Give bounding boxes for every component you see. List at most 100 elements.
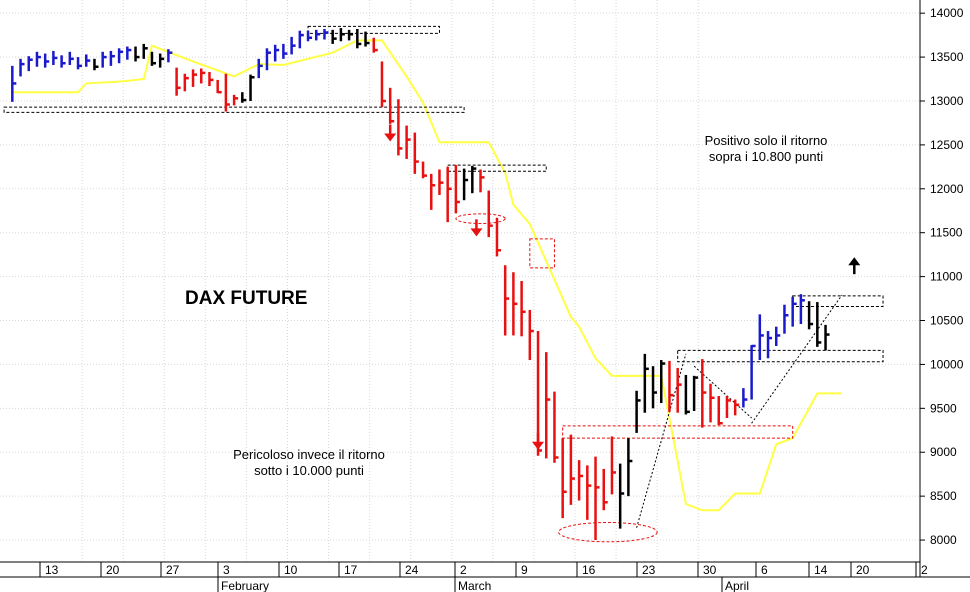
price-bar [191,69,198,87]
price-bar [405,125,411,159]
arrow-head [384,133,397,142]
x-tick-label: 13 [45,563,59,577]
price-bar [306,30,313,42]
price-bar [643,353,649,413]
price-bar [19,58,25,77]
y-tick-label: 9000 [930,445,957,459]
month-label: March [458,579,491,592]
price-bar [618,463,625,529]
price-bar [594,456,600,541]
y-tick-label: 13000 [930,94,964,108]
arrow-head [470,228,483,237]
arrow-up-icon [848,257,861,275]
price-bar [347,29,354,41]
price-bar [717,396,723,426]
x-tick-label: 24 [405,563,419,577]
arrow-head [532,441,545,450]
zone-box [3,106,465,113]
price-bar [660,360,666,404]
price-bar [11,65,17,102]
x-tick-label: 3 [223,563,230,577]
price-bar [421,161,428,179]
x-tick-label: 10 [284,563,298,577]
chart-grid [0,0,920,562]
price-bar [430,173,436,210]
price-bar [586,465,592,520]
price-bar [487,190,493,238]
arrow-down-icon [384,124,397,142]
price-bar [150,51,156,66]
price-bar [701,359,707,428]
price-bar [561,438,567,519]
x-tick-label: 30 [703,563,717,577]
price-bar [249,74,255,101]
y-tick-label: 8500 [930,489,957,503]
price-bar [758,314,764,361]
price-bar [388,87,395,124]
price-bar [200,68,206,84]
price-bar [635,390,641,433]
price-bar [43,53,50,68]
x-tick-label: 14 [814,563,828,577]
price-bar [339,28,345,42]
zone-ellipse [558,521,658,543]
y-tick-label: 12500 [930,138,964,152]
price-bar [241,92,247,103]
price-bar [446,166,452,223]
price-bar [76,57,83,70]
price-bar [610,436,616,495]
price-bar [167,49,173,63]
price-bar [709,383,715,423]
y-tick-label: 11000 [930,270,963,284]
x-tick-label: 2 [921,563,928,577]
price-bar [315,29,321,41]
price-bar [93,58,99,71]
price-bar [750,344,756,400]
month-label: April [725,579,749,592]
price-bar [282,43,288,59]
price-bar [224,73,230,112]
price-bar [799,294,805,325]
price-bar [175,67,181,96]
price-bar [356,28,362,49]
price-bar [117,48,124,64]
price-bar [775,326,781,346]
x-tick-label: 20 [856,563,870,577]
price-bar [183,73,189,92]
price-bar [85,54,91,67]
price-bar [158,53,165,68]
arrow-down-icon [470,219,483,237]
price-bar [742,388,748,408]
zone-box [562,425,794,439]
upper-annotation-line-1: Positivo solo il ritorno [704,133,828,148]
price-bar [545,352,551,459]
price-bar [602,468,608,511]
lower-annotation-line-2: sotto i 10.000 punti [254,463,364,478]
chart-title: DAX FUTURE [185,288,308,309]
support-resistance-zones [3,25,884,543]
upper-annotation: Positivo solo il ritorno sopra i 10.800 … [680,133,852,165]
price-bar [520,281,526,337]
price-bar [512,272,518,336]
price-bar [101,51,107,68]
arrow-down-icon [532,432,545,450]
y-tick-label: 12000 [930,182,964,196]
price-bar [503,265,510,336]
y-tick-label: 14000 [930,6,964,20]
price-bar [298,30,304,49]
x-tick-label: 27 [166,563,180,577]
price-bar [216,79,222,94]
price-bar [35,51,41,67]
y-tick-label: 13500 [930,50,964,64]
price-bar [208,72,214,87]
price-bar [273,44,280,62]
price-bar [807,301,814,330]
arrow-head [848,257,861,266]
price-bar [766,331,773,359]
trend-lines [636,294,843,528]
price-bar [323,28,329,40]
price-bar [684,374,690,415]
price-bar [397,99,403,156]
